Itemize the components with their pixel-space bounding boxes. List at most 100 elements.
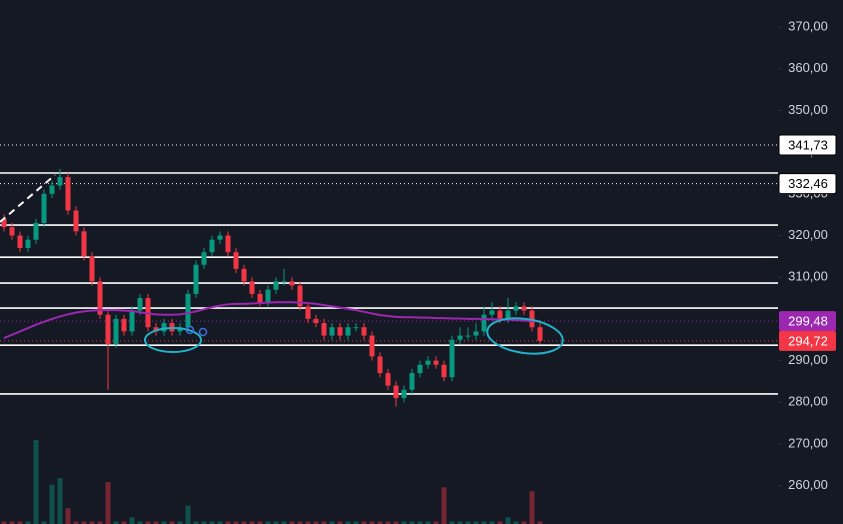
y-tick-label: 310,00 [788, 269, 828, 284]
volume-bar [113, 521, 119, 524]
candle-body [113, 318, 119, 344]
volume-bar [433, 521, 439, 524]
volume-bar [409, 521, 415, 524]
price-badge-label: 299,48 [788, 314, 828, 329]
marker [185, 325, 195, 335]
candle-body [529, 310, 535, 328]
volume-bar [161, 521, 167, 524]
candles-layer [1, 168, 543, 407]
volume-bar [401, 521, 407, 524]
candle-body [65, 177, 71, 211]
volume-layer [1, 440, 543, 524]
candle-body [353, 327, 359, 329]
candle-body [9, 227, 15, 236]
candle-body [433, 360, 439, 365]
candle-body [233, 252, 239, 269]
price-badge [779, 330, 836, 351]
candle-body [465, 335, 471, 337]
candle-body [193, 264, 199, 294]
volume-bar [193, 521, 199, 524]
price-badge [778, 134, 837, 156]
volume-bar [73, 521, 79, 524]
volume-bar [153, 521, 159, 524]
candle-body [297, 285, 303, 307]
volume-bar [105, 482, 111, 524]
candle-body [17, 235, 23, 249]
volume-bar [225, 521, 231, 524]
volume-bar [345, 521, 351, 524]
volume-bar [465, 521, 471, 524]
volume-bar [145, 521, 151, 524]
candle-body [185, 293, 191, 328]
candle-body [121, 318, 127, 332]
candle-body [457, 335, 463, 340]
volume-bar [393, 521, 399, 524]
y-tick-label: 270,00 [788, 435, 828, 450]
volume-bar [9, 521, 15, 524]
volume-bar [233, 521, 239, 524]
volume-bar [473, 521, 479, 524]
candle-body [249, 281, 255, 294]
y-tick-label: 350,00 [788, 102, 828, 117]
volume-bar [33, 440, 39, 524]
candle-body [241, 268, 247, 282]
candle-body [97, 281, 103, 315]
candle-body [513, 306, 519, 311]
volume-bar [385, 521, 391, 524]
highlight-ellipse [486, 317, 564, 355]
candle-body [377, 356, 383, 374]
candle-body [217, 235, 223, 240]
volume-bar [425, 521, 431, 524]
levels-layer [0, 144, 778, 395]
volume-bar [241, 521, 247, 524]
candle-body [161, 323, 167, 332]
candle-body [201, 252, 207, 265]
price-axis: 260,00270,00280,00290,00300,00310,00320,… [778, 19, 837, 492]
candle-body [105, 314, 111, 344]
volume-bar [377, 521, 383, 524]
volume-bar [209, 521, 215, 524]
candle-body [129, 310, 135, 332]
candle-body [225, 235, 231, 253]
moving-average [3, 301, 541, 340]
volume-bar [457, 521, 463, 524]
price-badge [778, 173, 837, 195]
volume-bar [49, 484, 55, 524]
volume-bar [497, 521, 503, 524]
candle-body [521, 306, 527, 311]
volume-bar [177, 521, 183, 524]
candle-body [473, 331, 479, 336]
volume-bar [57, 478, 63, 524]
candle-body [137, 298, 143, 311]
volume-bar [257, 521, 263, 524]
candle-body [265, 289, 271, 303]
volume-bar [369, 521, 375, 524]
candle-body [505, 310, 511, 319]
candle-body [281, 281, 287, 283]
candle-body [393, 385, 399, 399]
volume-bar [441, 487, 447, 524]
volume-bar [185, 505, 191, 524]
candle-body [305, 306, 311, 319]
volume-bar [129, 517, 135, 524]
ma-layer [3, 301, 541, 340]
candle-body [153, 327, 159, 332]
trend-line [0, 174, 56, 223]
candle-body [417, 364, 423, 374]
candle-body [1, 218, 7, 228]
volume-bar [41, 521, 47, 524]
candle-body [369, 335, 375, 357]
highlight-ellipse [144, 327, 202, 353]
volume-bar [25, 521, 31, 524]
volume-bar [17, 521, 23, 524]
volume-bar [521, 521, 527, 524]
volume-bar [513, 521, 519, 524]
volume-bar [361, 521, 367, 524]
candle-body [441, 364, 447, 378]
candle-body [41, 193, 47, 224]
volume-bar [449, 521, 455, 524]
volume-bar [329, 521, 335, 524]
y-tick-label: 370,00 [788, 19, 828, 34]
